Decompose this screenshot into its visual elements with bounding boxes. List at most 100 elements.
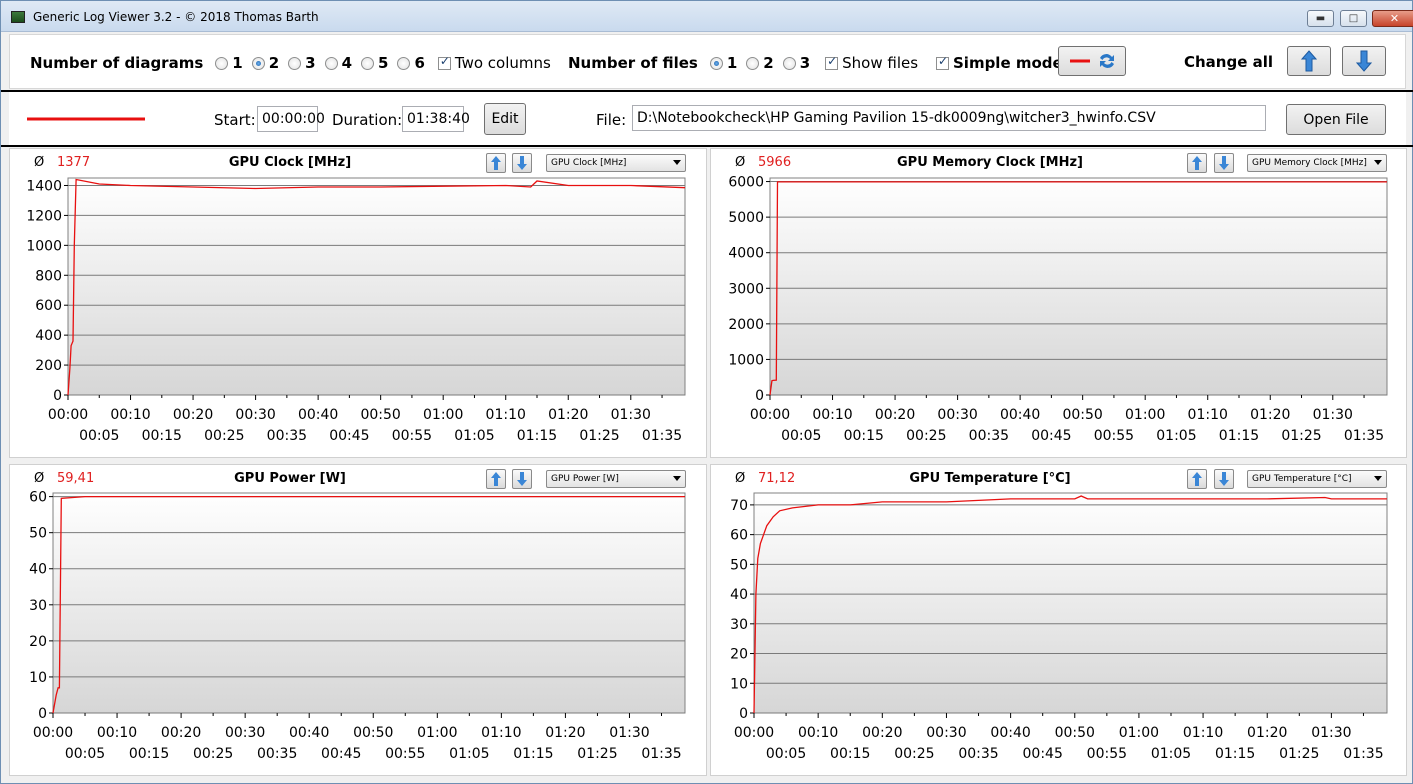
panel-move-down-button[interactable] xyxy=(512,153,532,173)
diagram-option-1[interactable]: 1 xyxy=(215,54,243,72)
channel-select-value: GPU Clock [MHz] xyxy=(551,158,627,168)
series-color-swatch[interactable] xyxy=(27,116,147,122)
channel-select[interactable]: GPU Memory Clock [MHz] xyxy=(1247,154,1387,172)
x-tick-label: 00:40 xyxy=(1000,407,1040,423)
x-tick-label: 01:10 xyxy=(1188,407,1228,423)
filebar-divider xyxy=(1,145,1413,147)
toolbar-divider xyxy=(1,90,1413,92)
x-tick-label: 01:35 xyxy=(1344,428,1384,444)
file-option-3[interactable]: 3 xyxy=(782,54,810,72)
x-tick-label: 00:50 xyxy=(1055,725,1095,741)
plot-area xyxy=(769,177,1388,396)
y-tick-label: 10 xyxy=(29,670,47,686)
x-tick-label: 00:10 xyxy=(812,407,852,423)
maximize-button[interactable]: □ xyxy=(1340,10,1367,27)
panel-move-up-button[interactable] xyxy=(1187,153,1207,173)
y-tick-label: 20 xyxy=(29,634,47,650)
x-tick-label: 00:10 xyxy=(97,725,137,741)
diagram-option-3[interactable]: 3 xyxy=(288,54,316,72)
duration-input[interactable]: 01:38:40 xyxy=(402,106,470,132)
color-swap-button[interactable] xyxy=(1058,46,1126,76)
channel-select-value: GPU Power [W] xyxy=(551,474,619,484)
y-tick-label: 0 xyxy=(38,706,47,722)
x-tick-label: 00:10 xyxy=(798,725,838,741)
x-tick-label: 00:25 xyxy=(193,746,233,762)
x-tick-label: 00:00 xyxy=(750,407,790,423)
x-tick-label: 00:00 xyxy=(734,725,774,741)
duration-label: Duration: xyxy=(332,111,403,129)
x-tick-label: 01:10 xyxy=(481,725,521,741)
average-symbol: Ø xyxy=(34,471,45,486)
show-files-checkbox[interactable]: Show files xyxy=(825,54,918,72)
start-input[interactable]: 00:00:00 xyxy=(257,106,325,132)
arrow-down-icon xyxy=(1356,50,1372,72)
plot-area xyxy=(67,177,686,396)
y-tick-label: 0 xyxy=(739,706,748,722)
move-up-button[interactable] xyxy=(1287,46,1331,76)
diagram-option-6[interactable]: 6 xyxy=(397,54,425,72)
panel-move-up-button[interactable] xyxy=(1187,469,1207,489)
y-tick-label: 1000 xyxy=(728,352,764,368)
x-tick-label: 01:05 xyxy=(449,746,489,762)
y-tick-label: 2000 xyxy=(728,317,764,333)
y-tick-label: 0 xyxy=(53,388,62,404)
diagram-option-4[interactable]: 4 xyxy=(324,54,352,72)
average-value: 71,12 xyxy=(758,471,796,486)
x-tick-label: 01:00 xyxy=(1125,407,1165,423)
move-down-button[interactable] xyxy=(1342,46,1386,76)
maximize-icon: □ xyxy=(1348,12,1359,24)
file-option-1[interactable]: 1 xyxy=(709,54,737,72)
average-value: 5966 xyxy=(758,155,792,170)
x-tick-label: 01:25 xyxy=(577,746,617,762)
file-option-2[interactable]: 2 xyxy=(746,54,774,72)
x-tick-label: 00:40 xyxy=(990,725,1030,741)
x-tick-label: 00:45 xyxy=(321,746,361,762)
x-tick-label: 00:35 xyxy=(958,746,998,762)
line-chart: 0 1000 2000 3000 4000 5000 6000 00:00 00:05 00:10… xyxy=(728,175,1388,444)
y-tick-label: 1200 xyxy=(26,208,62,224)
edit-button[interactable]: Edit xyxy=(484,103,526,135)
x-tick-label: 00:30 xyxy=(937,407,977,423)
two-columns-checkbox[interactable]: Two columns xyxy=(437,54,551,72)
channel-select[interactable]: GPU Temperature [°C] xyxy=(1247,470,1387,488)
channel-select[interactable]: GPU Power [W] xyxy=(546,470,686,488)
x-tick-label: 00:20 xyxy=(862,725,902,741)
diagram-option-2[interactable]: 2 xyxy=(251,54,279,72)
x-tick-label: 01:25 xyxy=(1281,428,1321,444)
simple-mode-checkbox[interactable]: Simple mode xyxy=(936,53,1063,73)
panel-move-down-button[interactable] xyxy=(1214,469,1234,489)
arrow-up-icon xyxy=(491,156,501,170)
x-tick-label: 00:30 xyxy=(225,725,265,741)
y-tick-label: 4000 xyxy=(728,246,764,262)
x-tick-label: 01:35 xyxy=(642,428,682,444)
close-button[interactable]: ✕ xyxy=(1372,10,1413,27)
x-tick-label: 01:20 xyxy=(548,407,588,423)
start-label: Start: xyxy=(214,111,256,129)
file-count-group: Number of files 1 2 3 Show files xyxy=(568,53,918,73)
x-tick-label: 00:25 xyxy=(204,428,244,444)
minimize-button[interactable]: ▬ xyxy=(1307,10,1334,27)
close-icon: ✕ xyxy=(1389,12,1400,25)
chevron-down-icon xyxy=(673,160,681,165)
x-tick-label: 01:25 xyxy=(1279,746,1319,762)
x-tick-label: 00:35 xyxy=(257,746,297,762)
chevron-down-icon xyxy=(673,476,681,481)
panel-move-down-button[interactable] xyxy=(1214,153,1234,173)
file-path-input[interactable]: D:\Notebookcheck\HP Gaming Pavilion 15-d… xyxy=(632,105,1266,131)
average-symbol: Ø xyxy=(735,155,746,170)
arrow-up-icon xyxy=(1192,156,1202,170)
x-tick-label: 00:20 xyxy=(875,407,915,423)
panel-move-up-button[interactable] xyxy=(486,153,506,173)
open-file-button[interactable]: Open File xyxy=(1286,104,1386,135)
panel-move-up-button[interactable] xyxy=(486,469,506,489)
x-tick-label: 01:00 xyxy=(417,725,457,741)
panel-move-down-button[interactable] xyxy=(512,469,532,489)
channel-select[interactable]: GPU Clock [MHz] xyxy=(546,154,686,172)
title-bar[interactable]: Generic Log Viewer 3.2 - © 2018 Thomas B… xyxy=(1,1,1413,32)
x-tick-label: 00:05 xyxy=(766,746,806,762)
x-tick-label: 00:45 xyxy=(1031,428,1071,444)
arrow-up-icon xyxy=(491,472,501,486)
chart-title: GPU Memory Clock [MHz] xyxy=(897,155,1083,170)
y-tick-label: 60 xyxy=(730,528,748,544)
diagram-option-5[interactable]: 5 xyxy=(361,54,388,72)
